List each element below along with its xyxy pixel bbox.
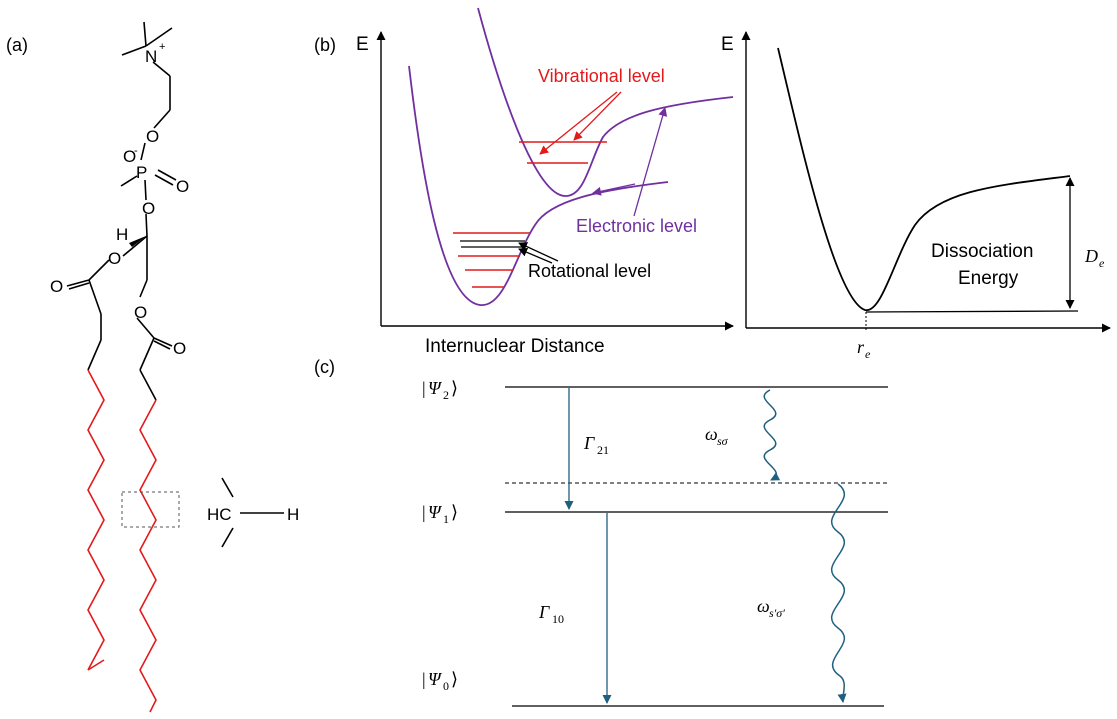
omega1-subscript: sσ bbox=[717, 434, 729, 448]
svg-text:|: | bbox=[422, 502, 426, 522]
dissociation-y-label: E bbox=[721, 34, 734, 55]
electronic-level-label: Electronic level bbox=[576, 216, 697, 236]
omega1-wave bbox=[763, 389, 781, 481]
psi1-subscript: 1 bbox=[443, 512, 449, 526]
ground-vibrational-levels bbox=[453, 232, 530, 288]
svg-text:⟩: ⟩ bbox=[451, 378, 458, 398]
psi1-symbol: Ψ bbox=[428, 502, 443, 522]
svg-text:⟩: ⟩ bbox=[451, 669, 458, 689]
phosphorus-atom: P bbox=[136, 163, 147, 182]
gamma21-symbol: Γ bbox=[583, 433, 595, 453]
morse-potential-curve bbox=[777, 47, 1071, 311]
dissociation-label-1: Dissociation bbox=[931, 241, 1033, 262]
ground-state-curve bbox=[408, 65, 669, 306]
panel-a: (a) bbox=[6, 21, 299, 713]
oxygen-atom-3: O bbox=[108, 249, 121, 268]
omega2-wave bbox=[831, 483, 847, 703]
hydrocarbon-chain-1 bbox=[87, 369, 105, 671]
choline-headgroup bbox=[66, 21, 177, 401]
re-symbol: r bbox=[857, 337, 865, 357]
psi0-symbol: Ψ bbox=[428, 669, 443, 689]
de-symbol: D bbox=[1084, 246, 1098, 266]
psi2-symbol: Ψ bbox=[428, 378, 443, 398]
min-energy-line bbox=[865, 310, 1079, 313]
panel-b: (b) E Internuclear Distance bbox=[314, 7, 1111, 361]
oxygen-atom-1: O bbox=[146, 127, 159, 146]
oxygen-atom-double: O bbox=[176, 177, 189, 196]
svg-text:⟩: ⟩ bbox=[451, 502, 458, 522]
rotational-levels bbox=[460, 240, 525, 248]
psi0-ket: | Ψ 0 ⟩ bbox=[422, 669, 458, 693]
hydrogen-atom: H bbox=[116, 225, 128, 244]
gamma10-symbol: Γ bbox=[538, 602, 550, 622]
excited-state-curve bbox=[477, 7, 734, 197]
psi2-subscript: 2 bbox=[443, 388, 449, 402]
omega1-symbol: ω bbox=[705, 424, 718, 444]
panel-c-label: (c) bbox=[314, 357, 335, 377]
panel-c: (c) | Ψ 2 ⟩ | Ψ 1 ⟩ | Ψ 0 ⟩ Γ 21 Γ bbox=[314, 357, 888, 707]
ch-fragment: HC H bbox=[207, 477, 299, 548]
stereo-wedge bbox=[129, 236, 146, 247]
re-subscript: e bbox=[865, 347, 871, 361]
oxygen-atom-carbonyl-1: O bbox=[50, 277, 63, 296]
omega2-symbol: ω bbox=[757, 596, 770, 616]
ch-carbon-label: HC bbox=[207, 505, 232, 524]
ch-hydrogen-label: H bbox=[287, 505, 299, 524]
dissociation-label-2: Energy bbox=[958, 268, 1019, 289]
oxygen-atom-anion: O bbox=[123, 147, 136, 166]
oxygen-atom-carbonyl-2: O bbox=[173, 339, 186, 358]
psi0-subscript: 0 bbox=[443, 679, 449, 693]
hydrocarbon-chain-2 bbox=[139, 399, 157, 713]
potential-y-label: E bbox=[356, 34, 369, 55]
ch-selection-box bbox=[121, 491, 180, 528]
vibrational-level-label: Vibrational level bbox=[538, 66, 665, 86]
psi1-ket: | Ψ 1 ⟩ bbox=[422, 502, 458, 526]
omega2-subscript: s′σ′ bbox=[769, 606, 785, 620]
hydrocarbon-chain-1-tail bbox=[87, 659, 105, 671]
dissociation-plot: E Dissociation Energy D e r e bbox=[721, 31, 1111, 361]
psi2-ket: | Ψ 2 ⟩ bbox=[422, 378, 458, 402]
panel-b-label: (b) bbox=[314, 35, 336, 55]
nitrogen-atom: N bbox=[145, 47, 157, 66]
panel-a-label: (a) bbox=[6, 35, 28, 55]
de-subscript: e bbox=[1099, 256, 1105, 270]
atom-labels: N + O O - P O O H O O O O bbox=[50, 41, 189, 358]
rotational-level-label: Rotational level bbox=[528, 261, 651, 281]
potential-x-label: Internuclear Distance bbox=[425, 336, 605, 357]
svg-text:|: | bbox=[422, 378, 426, 398]
excited-vibrational-levels bbox=[519, 141, 607, 164]
positive-charge: + bbox=[159, 41, 165, 53]
gamma10-subscript: 10 bbox=[552, 612, 564, 626]
gamma21-subscript: 21 bbox=[597, 443, 609, 457]
oxygen-atom-2: O bbox=[142, 199, 155, 218]
svg-text:|: | bbox=[422, 669, 426, 689]
potential-plot: E Internuclear Distance bbox=[356, 7, 734, 357]
negative-charge: - bbox=[134, 145, 138, 157]
oxygen-atom-4: O bbox=[134, 303, 147, 322]
